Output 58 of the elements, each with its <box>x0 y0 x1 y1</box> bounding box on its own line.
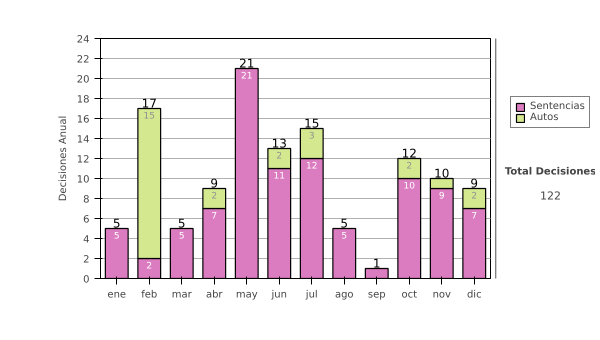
data-label: 3 <box>308 132 315 142</box>
data-label: 2 <box>211 192 218 202</box>
legend-label: Autos <box>530 112 558 123</box>
data-label: 5 <box>178 232 185 242</box>
total-label: 5 <box>178 216 186 230</box>
data-label: 12 <box>306 162 318 172</box>
x-tick-label: nov <box>432 290 452 300</box>
y-tick-label: 10 <box>76 174 90 186</box>
total-label: 10 <box>434 166 450 180</box>
y-tick-label: 4 <box>83 234 90 246</box>
data-label: 11 <box>274 172 285 182</box>
data-label: 2 <box>471 192 478 202</box>
x-tick-label: sep <box>368 290 386 300</box>
x-tick-label: feb <box>141 290 158 300</box>
data-label: 7 <box>211 212 218 222</box>
data-label: 10 <box>404 182 416 192</box>
y-tick-label: 12 <box>76 154 90 166</box>
text: 122 <box>540 189 561 202</box>
total-label: 9 <box>210 176 218 190</box>
x-tick-label: mar <box>172 290 193 300</box>
y-tick-label: 14 <box>76 134 90 146</box>
x-tick-label: jun <box>270 290 287 300</box>
y-tick-label: 2 <box>83 254 90 266</box>
x-tick-label: oct <box>401 290 418 300</box>
x-tick-label: dic <box>466 290 482 300</box>
data-label: 5 <box>114 232 120 242</box>
data-label: 15 <box>144 112 155 122</box>
data-label: 9 <box>438 192 445 202</box>
total-label: 1 <box>372 256 381 270</box>
total-label: 12 <box>402 146 417 160</box>
total-label: 15 <box>304 116 320 130</box>
y-tick-label: 18 <box>76 94 90 106</box>
data-label: 7 <box>471 212 478 222</box>
x-tick-label: abr <box>206 290 224 300</box>
x-tick-label: ago <box>334 290 354 300</box>
y-tick-label: 20 <box>76 74 90 86</box>
y-tick-label: 6 <box>83 214 90 226</box>
y-tick-label: 16 <box>76 114 90 126</box>
y-tick-label: 8 <box>83 194 90 206</box>
total-label: 21 <box>239 56 254 70</box>
total-label: 9 <box>470 176 478 190</box>
total-label: 17 <box>142 96 157 110</box>
legend-label: Sentencias <box>530 101 585 112</box>
total-label: 13 <box>272 136 287 150</box>
total-label: 5 <box>340 216 348 230</box>
y-tick-label: 24 <box>76 34 90 46</box>
y-axis-title: Decisiones Anual <box>58 116 69 202</box>
y-tick-label: 22 <box>76 54 90 66</box>
data-label: 2 <box>146 262 152 272</box>
x-tick-label: may <box>236 290 258 300</box>
total-label: 5 <box>112 216 121 230</box>
x-tick-label: jul <box>304 290 318 300</box>
data-label: 2 <box>406 162 412 172</box>
x-tick-label: ene <box>107 290 126 300</box>
y-tick-label: 0 <box>83 274 90 286</box>
data-label: 2 <box>276 152 282 162</box>
data-label: 5 <box>341 232 348 242</box>
data-label: 21 <box>241 72 252 82</box>
